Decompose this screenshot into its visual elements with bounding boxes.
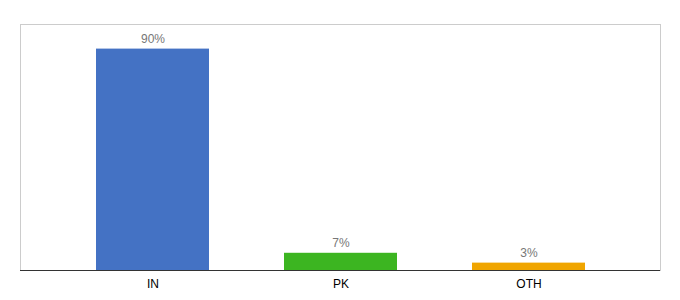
svg-text:90%: 90% bbox=[141, 32, 165, 46]
svg-text:PK: PK bbox=[333, 277, 349, 291]
svg-text:7%: 7% bbox=[332, 236, 350, 250]
svg-text:IN: IN bbox=[147, 277, 159, 291]
svg-text:3%: 3% bbox=[520, 246, 538, 260]
svg-text:OTH: OTH bbox=[516, 277, 541, 291]
